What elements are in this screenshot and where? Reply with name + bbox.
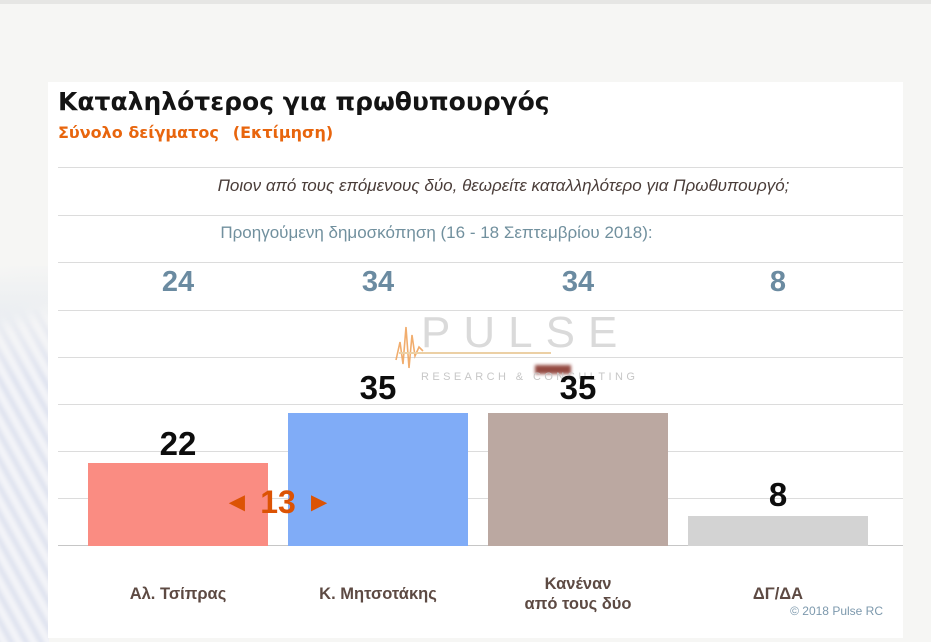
bar-value-label: 35 (359, 369, 397, 406)
category-label-dgda: ΔΓ/ΔΑ (752, 585, 804, 604)
chart-subtitle: Σύνολο δείγματος (Εκτίμηση) (58, 123, 333, 142)
previous-poll-label: Προηγούμενη δημοσκόπηση (16 - 18 Σεπτεμβ… (220, 223, 653, 242)
difference-annotation: ◄ 13 ► (178, 486, 378, 518)
category-label-tsipras: Αλ. Τσίπρας (129, 585, 227, 604)
gridline (58, 451, 903, 452)
top-strip (0, 0, 931, 4)
bar-value-label: 8 (768, 476, 788, 513)
copyright-notice: © 2018 Pulse RC (790, 604, 883, 618)
gridline (58, 215, 903, 216)
bar-value-label: 35 (559, 369, 597, 406)
watermark-brand-name: PULSE (421, 308, 631, 357)
gridline (58, 262, 903, 263)
page-title: Καταληλότερος για πρωθυπουργός (58, 87, 550, 116)
survey-question: Ποιον από τους επόμενους δύο, θεωρείτε κ… (217, 176, 790, 195)
difference-value: 13 (260, 484, 296, 520)
gridline (58, 404, 903, 405)
axis-baseline (58, 545, 903, 546)
fabric-fade (0, 266, 49, 642)
category-label-none: Κανέναν από τους δύο (524, 575, 632, 613)
gridline (58, 310, 903, 311)
previous-value: 34 (361, 266, 395, 298)
chart-card: Καταληλότερος για πρωθυπουργός Σύνολο δε… (48, 82, 903, 638)
background-fabric-photo (0, 266, 49, 642)
right-arrow-icon: ► (305, 486, 333, 517)
bar-dgda (688, 516, 868, 546)
category-axis: Αλ. Τσίπρας Κ. Μητσοτάκης Κανέναν από το… (78, 570, 878, 620)
previous-value: 8 (769, 266, 787, 298)
watermark-rule (399, 352, 551, 354)
gridline (58, 167, 903, 168)
watermark-red-mark (535, 365, 571, 374)
category-label-mitsotakis: Κ. Μητσοτάκης (319, 585, 437, 604)
subtitle-scope: Σύνολο δείγματος (58, 123, 219, 142)
bar-none (488, 413, 668, 546)
previous-value: 24 (161, 266, 195, 298)
pulse-waveform-icon (395, 326, 424, 369)
bar-mitsotakis (288, 413, 468, 546)
pulse-watermark: PULSE RESEARCH & CONSULTING (383, 308, 643, 394)
gridline (58, 498, 903, 499)
watermark-tagline: RESEARCH & CONSULTING (421, 371, 639, 383)
bar-value-label: 22 (159, 425, 197, 462)
previous-values-row: 24 34 34 8 (78, 266, 878, 299)
previous-value: 34 (561, 266, 595, 298)
left-arrow-icon: ◄ (223, 486, 251, 517)
subtitle-note: (Εκτίμηση) (232, 123, 334, 142)
bar-tsipras (88, 463, 268, 546)
gridline (58, 357, 903, 358)
